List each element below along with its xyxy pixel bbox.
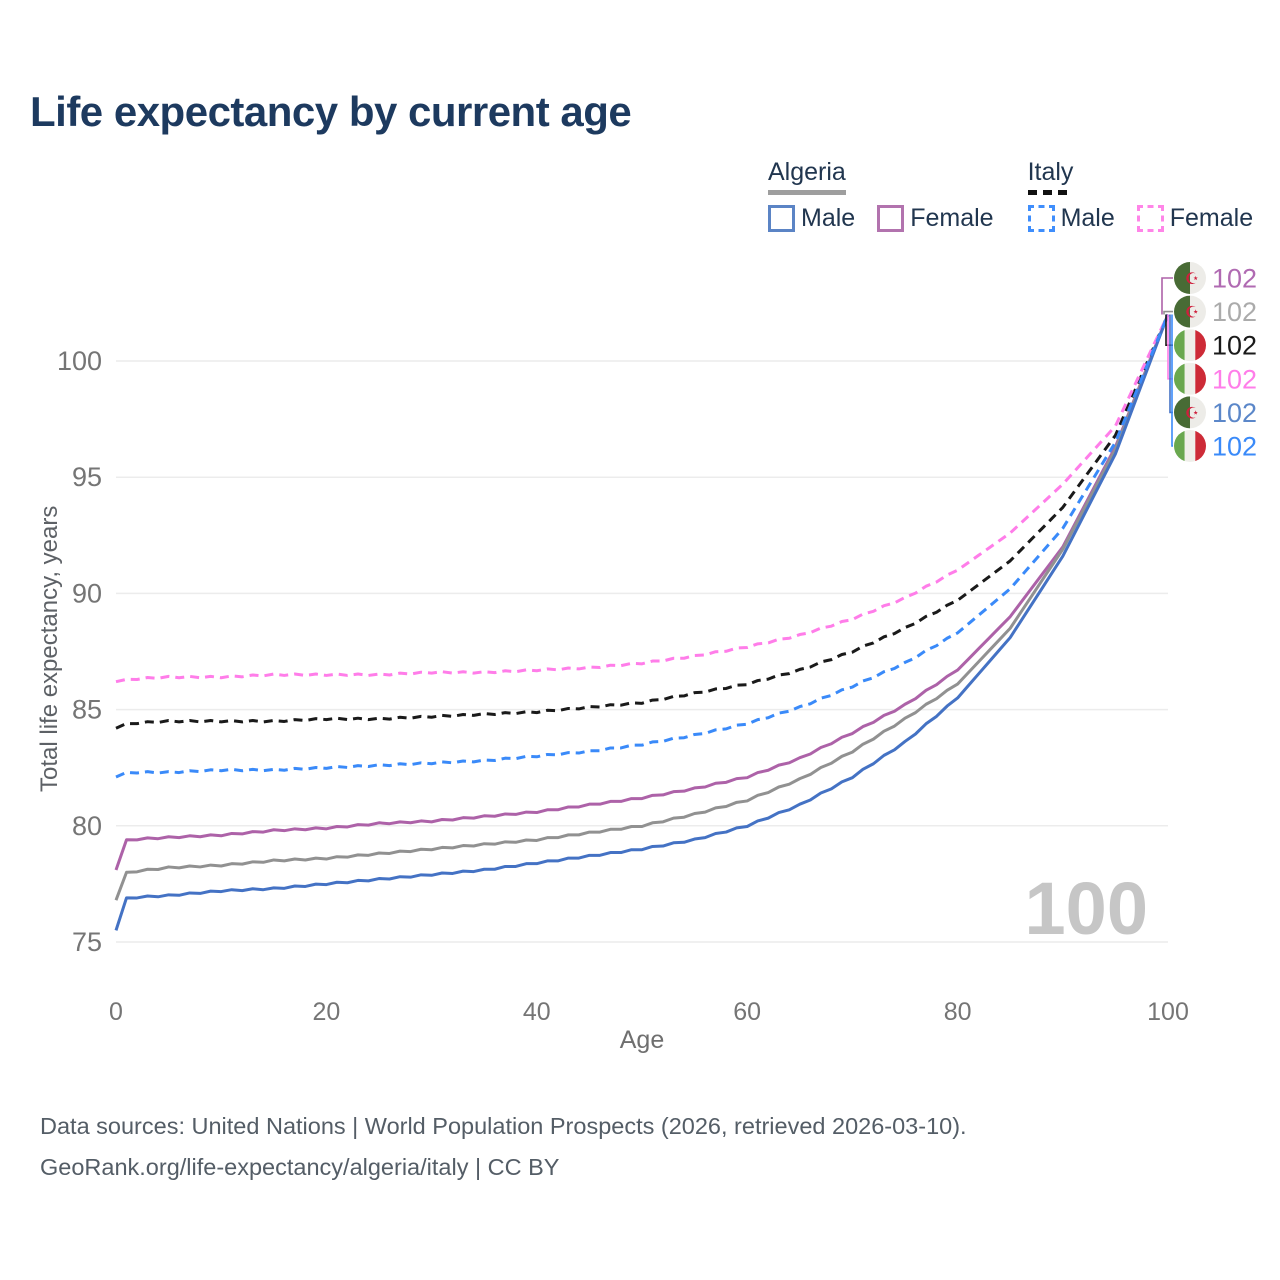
legend-group-label: Algeria — [768, 158, 846, 186]
legend-row: Male Female — [1027, 204, 1254, 233]
footer-line-2: GeoRank.org/life-expectancy/algeria/ital… — [40, 1154, 560, 1180]
series-line-algeria-female[interactable] — [114, 313, 1170, 871]
algeria-flag-icon: ☪ — [1174, 396, 1206, 429]
legend-underline-solid — [768, 190, 846, 195]
age-counter-watermark: 100 — [1024, 867, 1148, 950]
svg-text:☪: ☪ — [1185, 271, 1199, 288]
legend-group-title-algeria[interactable]: Algeria — [768, 158, 846, 195]
x-tick-label: 100 — [1147, 998, 1189, 1026]
italy-flag-icon — [1174, 430, 1206, 462]
y-tick-label: 100 — [57, 346, 102, 376]
end-value-label-italy-female: 102 — [1212, 364, 1257, 394]
end-connector-algeria-total — [1163, 310, 1173, 315]
footer: Data sources: United Nations | World Pop… — [40, 1106, 967, 1188]
x-tick-label: 80 — [944, 998, 972, 1026]
algeria-flag-icon: ☪ — [1174, 295, 1206, 328]
series-line-algeria-total[interactable] — [114, 313, 1170, 901]
italy-flag-icon — [1174, 329, 1206, 362]
y-axis-title: Total life expectancy, years — [36, 505, 63, 792]
y-tick-label: 95 — [72, 462, 102, 492]
end-value-label-algeria-total: 102 — [1212, 297, 1257, 327]
legend-underline-dashed — [1027, 190, 1074, 195]
series-line-italy-total[interactable] — [115, 313, 1170, 730]
series-line-italy-female[interactable] — [115, 313, 1170, 684]
legend-item-algeria-female[interactable]: Female — [877, 204, 994, 233]
legend-swatch-algeria-female-icon — [877, 205, 905, 232]
algeria-flag-icon: ☪ — [1174, 262, 1206, 294]
y-tick-label: 80 — [72, 811, 102, 841]
end-value-label-italy-male: 102 — [1212, 432, 1257, 462]
italy-flag-icon — [1174, 362, 1206, 395]
legend-row: Male Female — [768, 204, 994, 233]
legend-swatch-italy-male-icon — [1027, 205, 1055, 232]
page-title: Life expectancy by current age — [30, 88, 632, 135]
legend-item-algeria-male[interactable]: Male — [768, 204, 855, 233]
x-tick-label: 20 — [312, 998, 340, 1026]
end-connector-italy-male — [1171, 314, 1173, 447]
legend-item-italy-male[interactable]: Male — [1027, 204, 1115, 233]
legend-item-label: Male — [1060, 204, 1115, 232]
y-tick-label: 90 — [72, 578, 102, 608]
legend-group-title-italy[interactable]: Italy — [1027, 158, 1074, 195]
legend-swatch-italy-female-icon — [1136, 205, 1164, 232]
y-tick-label: 75 — [72, 927, 102, 957]
x-tick-label: 60 — [733, 998, 761, 1026]
end-value-label-algeria-female: 102 — [1212, 264, 1257, 294]
legend-item-italy-female[interactable]: Female — [1136, 204, 1254, 233]
x-tick-label: 0 — [109, 998, 123, 1026]
legend-group-algeria: Algeria Male Female — [768, 158, 994, 233]
footer-line-1: Data sources: United Nations | World Pop… — [40, 1113, 967, 1139]
x-tick-label: 40 — [523, 998, 551, 1026]
x-axis-title: Age — [619, 1026, 665, 1054]
y-tick-label: 85 — [72, 695, 102, 725]
end-value-label-algeria-male: 102 — [1212, 398, 1257, 428]
legend-item-label: Female — [1169, 204, 1254, 232]
svg-text:☪: ☪ — [1185, 305, 1199, 322]
legend-group-italy: Italy Male Female — [1027, 158, 1254, 233]
legend-item-label: Male — [801, 204, 856, 232]
series-line-algeria-male[interactable] — [114, 313, 1170, 931]
svg-text:☪: ☪ — [1185, 405, 1199, 422]
legend-group-label: Italy — [1027, 158, 1074, 186]
end-connector-algeria-female — [1161, 277, 1173, 315]
legend: Algeria Male Female Italy — [768, 158, 1253, 233]
end-value-label-italy-total: 102 — [1212, 331, 1257, 361]
legend-swatch-algeria-male-icon — [768, 205, 795, 232]
series-line-italy-male[interactable] — [115, 313, 1170, 779]
legend-item-label: Female — [910, 204, 994, 232]
